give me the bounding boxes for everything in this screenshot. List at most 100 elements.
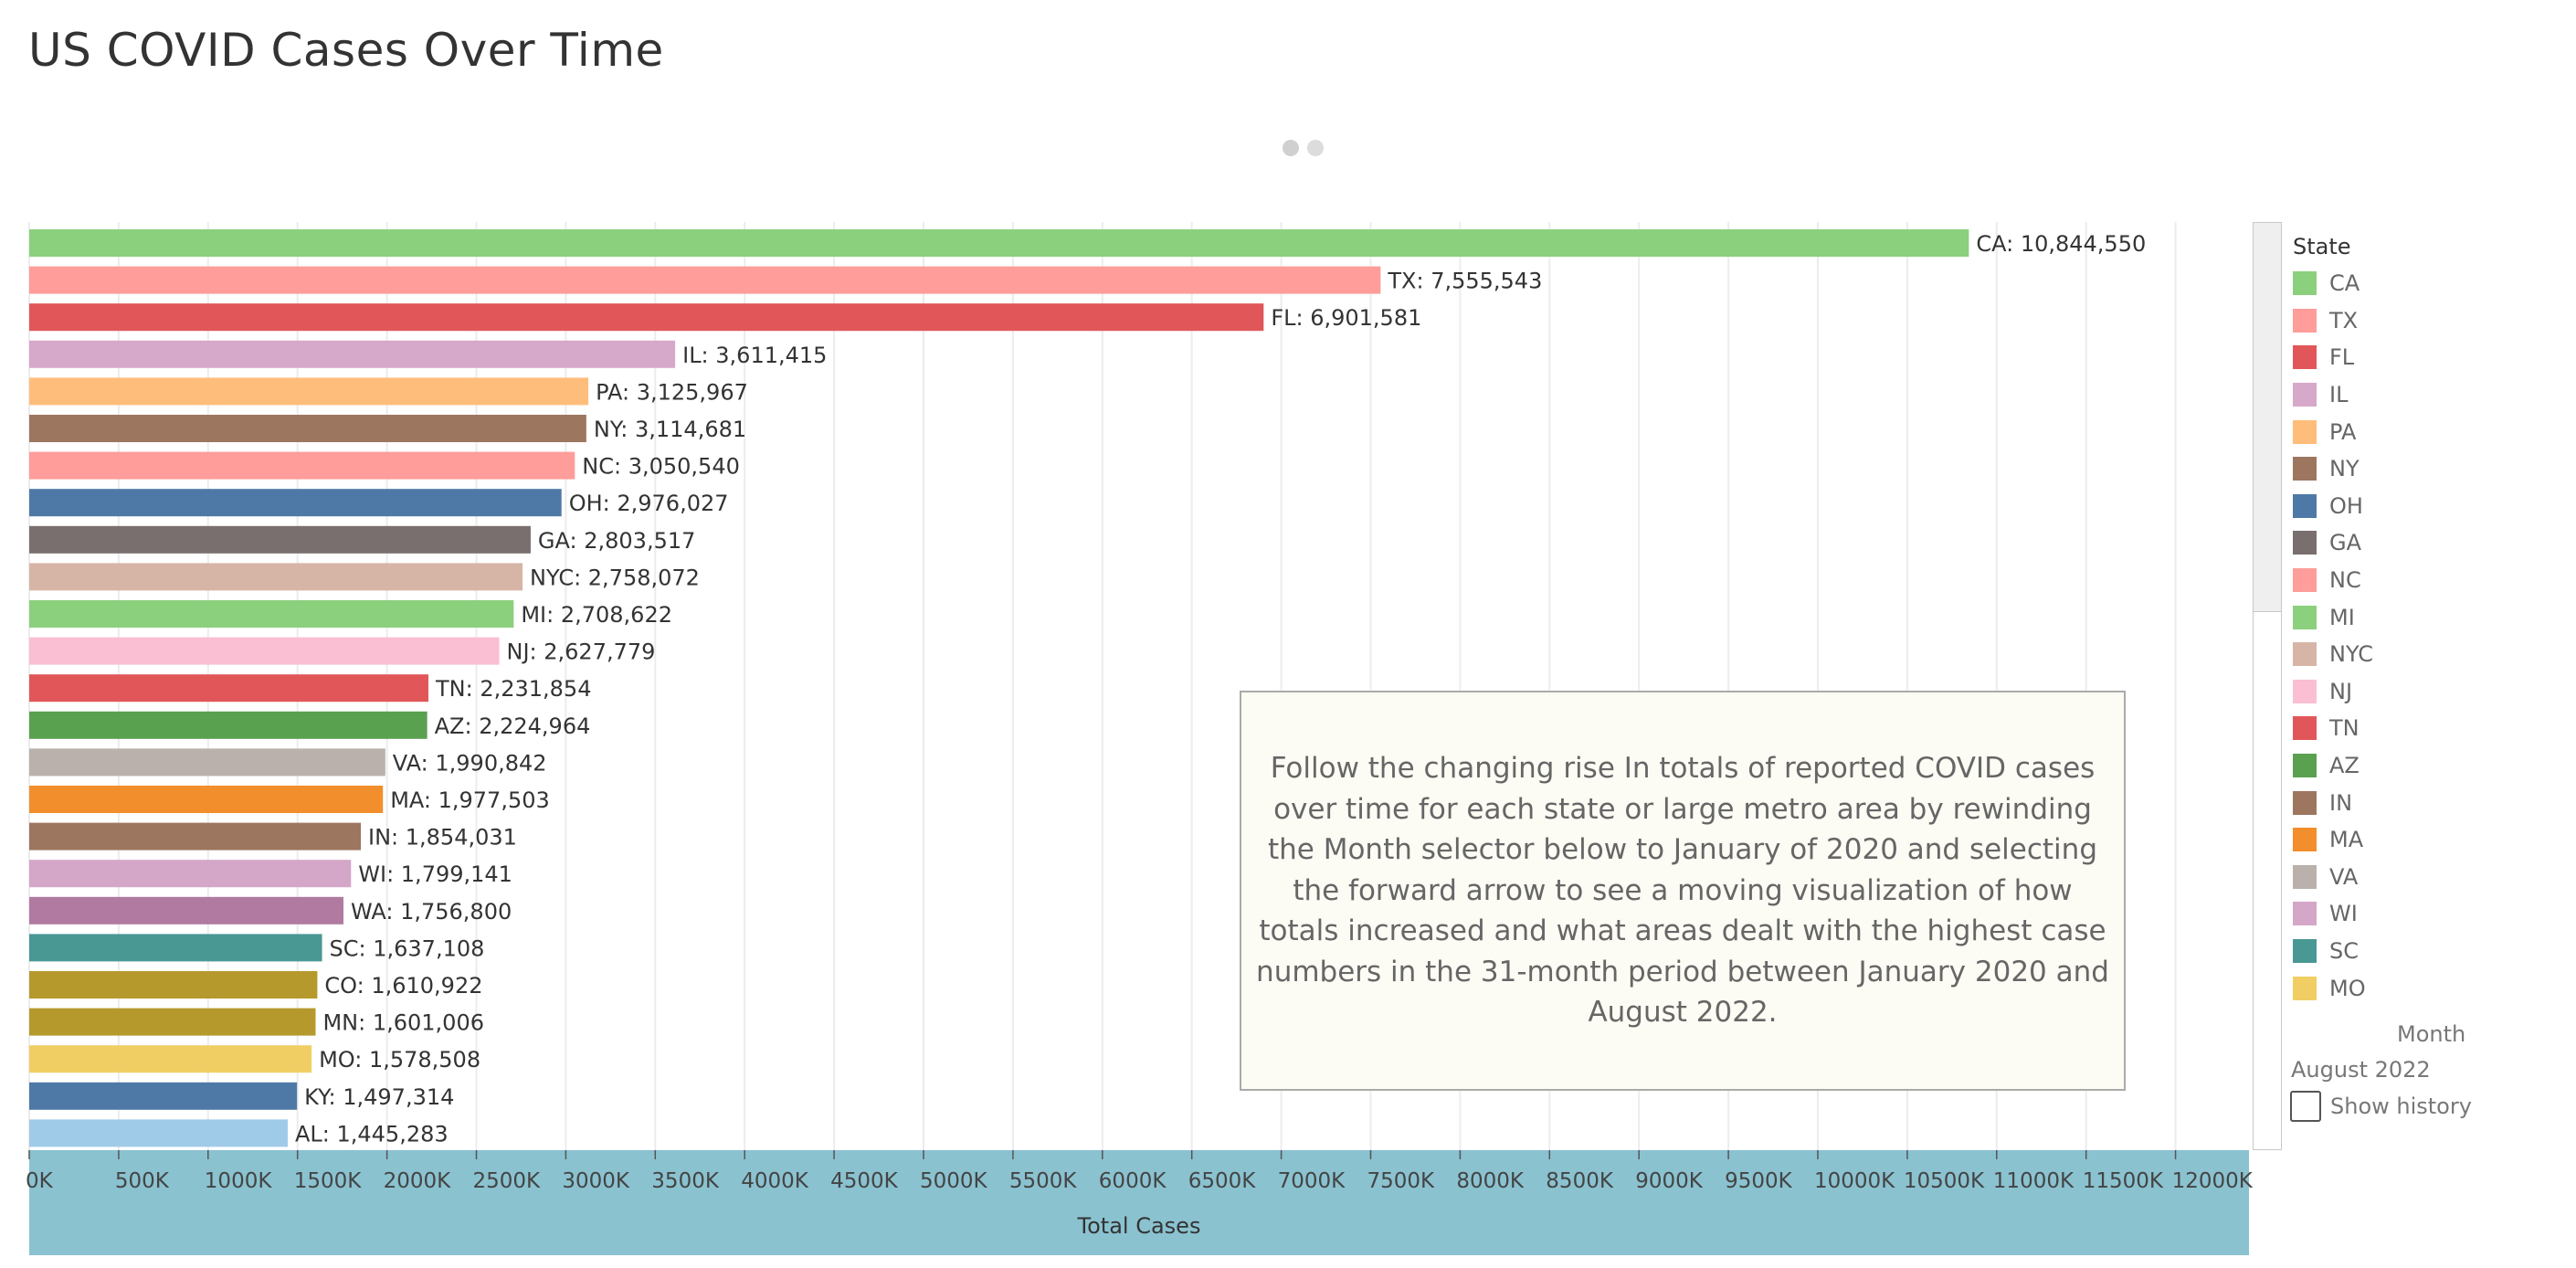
legend-item[interactable]: SC bbox=[2293, 933, 2373, 970]
legend-item[interactable]: IL bbox=[2293, 376, 2373, 414]
legend-item[interactable]: AZ bbox=[2293, 747, 2373, 785]
x-tick-label: 10500K bbox=[1904, 1169, 1985, 1193]
legend-label: VA bbox=[2329, 863, 2359, 890]
x-tick-label: 6000K bbox=[1099, 1169, 1167, 1193]
x-tick-label: 8000K bbox=[1456, 1169, 1525, 1193]
x-tick-label: 7000K bbox=[1278, 1169, 1346, 1193]
bar-chart: 0K 500K 1000K 1500K 2000K 2500K 3000K 3500K 4000… bbox=[26, 222, 2254, 1255]
scrollbar-thumb[interactable] bbox=[2254, 223, 2281, 612]
legend-swatch bbox=[2293, 493, 2317, 518]
legend-item[interactable]: GA bbox=[2293, 524, 2373, 562]
legend-item[interactable]: CA bbox=[2293, 265, 2373, 302]
legend-label: NYC bbox=[2329, 641, 2374, 668]
bar-oh bbox=[29, 489, 562, 517]
legend-label: GA bbox=[2329, 530, 2362, 556]
bar-label: NC: 3,050,540 bbox=[582, 454, 740, 480]
legend-swatch bbox=[2293, 864, 2317, 889]
bar-il bbox=[29, 340, 676, 368]
bar-label: CA: 10,844,550 bbox=[1976, 231, 2146, 257]
legend-label: CA bbox=[2329, 270, 2360, 297]
bar-ky bbox=[29, 1082, 298, 1110]
bar-label: TX: 7,555,543 bbox=[1387, 269, 1542, 294]
legend-label: FL bbox=[2329, 344, 2355, 371]
bar-label: MO: 1,578,508 bbox=[319, 1047, 480, 1073]
legend-item[interactable]: PA bbox=[2293, 413, 2373, 450]
bar-label: NYC: 2,758,072 bbox=[530, 565, 700, 590]
legend-title: State bbox=[2293, 234, 2351, 259]
chart-scrollbar[interactable] bbox=[2253, 222, 2282, 1150]
show-history-checkbox[interactable] bbox=[2290, 1091, 2321, 1122]
legend-swatch bbox=[2293, 938, 2317, 963]
x-tick-label: 6500K bbox=[1188, 1169, 1257, 1193]
bar-label: AL: 1,445,283 bbox=[295, 1121, 449, 1146]
x-tick-label: 12000K bbox=[2172, 1169, 2254, 1193]
legend-item[interactable]: NY bbox=[2293, 450, 2373, 488]
bar-nj bbox=[29, 637, 500, 665]
legend-label: PA bbox=[2329, 418, 2357, 445]
bar-in bbox=[29, 822, 362, 851]
show-history-toggle[interactable]: Show history bbox=[2290, 1091, 2472, 1122]
legend-swatch bbox=[2293, 976, 2317, 1000]
legend-swatch bbox=[2293, 828, 2317, 852]
pager-dot-2[interactable] bbox=[1307, 140, 1324, 156]
legend-item[interactable]: VA bbox=[2293, 859, 2373, 896]
legend-item[interactable]: MI bbox=[2293, 598, 2373, 636]
x-axis-title: Total Cases bbox=[1077, 1213, 1201, 1239]
x-tick-label: 500K bbox=[115, 1169, 170, 1193]
legend-item[interactable]: WI bbox=[2293, 895, 2373, 933]
month-control-value[interactable]: August 2022 bbox=[2291, 1057, 2431, 1083]
legend-label: IL bbox=[2329, 382, 2349, 408]
bar-label: CO: 1,610,922 bbox=[324, 973, 482, 999]
x-tick-label: 4500K bbox=[830, 1169, 899, 1193]
bar-tx bbox=[29, 266, 1381, 294]
legend-item[interactable]: IN bbox=[2293, 784, 2373, 821]
bar-wa bbox=[29, 896, 343, 925]
legend-item[interactable]: MO bbox=[2293, 969, 2373, 1007]
x-tick-label: 1500K bbox=[294, 1169, 363, 1193]
bar-mn bbox=[29, 1008, 316, 1036]
legend-swatch bbox=[2293, 531, 2317, 555]
bar-ma bbox=[29, 786, 384, 813]
bar-va bbox=[29, 748, 385, 777]
legend-item[interactable]: FL bbox=[2293, 339, 2373, 376]
bar-label: WA: 1,756,800 bbox=[351, 899, 512, 925]
pager-dot-1[interactable] bbox=[1283, 140, 1299, 156]
legend-label: WI bbox=[2329, 901, 2358, 927]
bar-label: AZ: 2,224,964 bbox=[435, 713, 591, 739]
x-tick-label: 10000K bbox=[1814, 1169, 1895, 1193]
bar-label: MA: 1,977,503 bbox=[390, 787, 550, 813]
legend-label: TN bbox=[2329, 715, 2360, 742]
x-tick-label: 3000K bbox=[562, 1169, 630, 1193]
legend-swatch bbox=[2293, 383, 2317, 407]
x-tick-label: 9500K bbox=[1725, 1169, 1793, 1193]
legend-label: IN bbox=[2329, 789, 2353, 816]
legend-items: CA TX FL IL PA NY OH GA NC MI NYC NJ TN AZ IN MA VA WI SC M… bbox=[2293, 265, 2373, 1007]
legend-swatch bbox=[2293, 605, 2317, 629]
x-tick-label: 11500K bbox=[2083, 1169, 2164, 1193]
legend-item[interactable]: OH bbox=[2293, 488, 2373, 525]
legend-swatch bbox=[2293, 568, 2317, 593]
bar-pa bbox=[29, 377, 589, 406]
bar-mo bbox=[29, 1045, 312, 1073]
legend-item[interactable]: TN bbox=[2293, 710, 2373, 747]
month-control-label: Month bbox=[2397, 1021, 2466, 1047]
bar-label: GA: 2,803,517 bbox=[538, 528, 695, 554]
legend-item[interactable]: NC bbox=[2293, 562, 2373, 599]
legend-label: SC bbox=[2329, 937, 2359, 964]
bar-az bbox=[29, 711, 428, 739]
bar-label: IL: 3,611,415 bbox=[682, 343, 827, 368]
legend-swatch bbox=[2293, 679, 2317, 703]
legend-swatch bbox=[2293, 457, 2317, 481]
bar-ca bbox=[29, 229, 1969, 257]
legend-item[interactable]: NYC bbox=[2293, 636, 2373, 673]
bar-label: IN: 1,854,031 bbox=[368, 825, 517, 851]
legend-item[interactable]: MA bbox=[2293, 821, 2373, 859]
legend-item[interactable]: NJ bbox=[2293, 673, 2373, 711]
bar-co bbox=[29, 971, 318, 999]
state-legend: State CA TX FL IL PA NY OH GA NC MI NYC NJ TN AZ IN MA V… bbox=[2293, 234, 2373, 1007]
bar-label: OH: 2,976,027 bbox=[569, 491, 729, 516]
story-pager[interactable] bbox=[1283, 140, 1324, 156]
legend-label: MO bbox=[2329, 975, 2366, 1001]
legend-item[interactable]: TX bbox=[2293, 302, 2373, 340]
legend-label: AZ bbox=[2329, 753, 2360, 779]
